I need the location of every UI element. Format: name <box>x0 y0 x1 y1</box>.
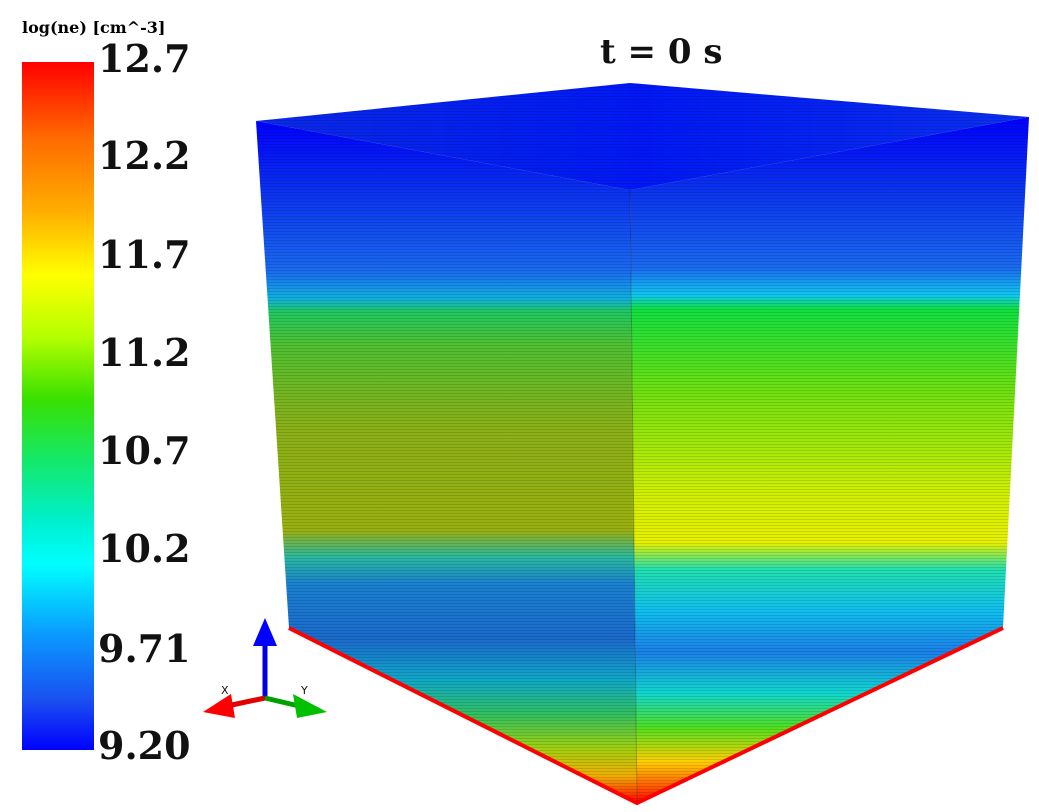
orientation-axes: X Y <box>203 618 327 718</box>
colorbar-tick-max: 12.7 <box>98 36 191 81</box>
x-axis-label: X <box>221 684 229 697</box>
colorbar-tick: 10.7 <box>98 428 191 473</box>
time-label: t = 0 s <box>600 32 723 72</box>
z-axis-arrow <box>253 618 277 646</box>
y-axis-arrow <box>293 694 327 718</box>
colorbar-tick: 11.2 <box>98 330 191 375</box>
colorbar-tick: 10.2 <box>98 526 191 571</box>
y-axis-label: Y <box>300 684 308 697</box>
x-axis-arrow <box>203 694 235 718</box>
colorbar-tick: 11.7 <box>98 232 191 277</box>
colorbar-tick: 9.71 <box>98 626 191 671</box>
colorbar-title: log(ne) [cm^-3] <box>22 18 166 37</box>
colorbar-tick-min: 9.20 <box>98 723 191 768</box>
colorbar <box>22 62 94 750</box>
colorbar-tick: 12.2 <box>98 133 191 178</box>
